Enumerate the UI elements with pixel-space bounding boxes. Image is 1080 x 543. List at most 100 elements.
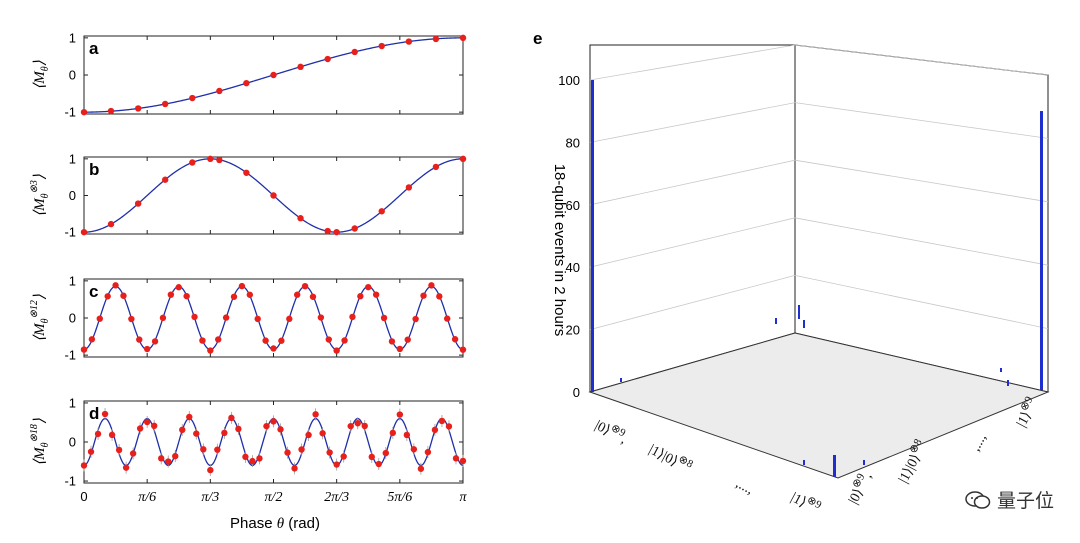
x-axis-title: Phase θ (rad) xyxy=(230,515,320,532)
left-wall-gridline xyxy=(589,217,796,268)
data-point xyxy=(107,220,115,228)
data-point xyxy=(167,291,175,298)
data-point xyxy=(396,411,404,418)
data-point xyxy=(136,336,143,343)
bar-small xyxy=(775,318,777,324)
data-point xyxy=(216,156,223,164)
data-point xyxy=(243,79,250,87)
bar-|0⟩⊗18 xyxy=(591,80,594,392)
data-point xyxy=(270,71,277,79)
data-point xyxy=(277,426,284,433)
data-point xyxy=(297,215,304,222)
y-tick-label: 1 xyxy=(69,395,76,410)
data-point xyxy=(278,337,285,344)
y-tick-label: -1 xyxy=(64,474,76,489)
data-point xyxy=(351,225,358,232)
bar-small xyxy=(833,455,836,477)
left-wall-gridline xyxy=(589,102,796,143)
data-point xyxy=(88,336,96,343)
data-point xyxy=(120,292,127,299)
data-point xyxy=(104,293,111,300)
data-point xyxy=(207,466,214,474)
y-tick-label: 1 xyxy=(69,151,76,166)
front-axis-label-1: |0⟩⊗9, xyxy=(592,415,630,447)
panel-c-ylabel: ⟨Mθ⊗12⟩ xyxy=(29,294,51,342)
data-point xyxy=(428,282,435,289)
data-point xyxy=(172,452,179,460)
z-tick-label: 0 xyxy=(573,385,580,400)
data-point xyxy=(451,336,459,343)
data-point xyxy=(340,453,347,460)
data-point xyxy=(270,418,277,425)
data-point xyxy=(222,314,230,321)
bar-small xyxy=(1000,368,1002,372)
left-wall-gridline xyxy=(589,159,796,206)
data-point xyxy=(200,446,207,453)
data-point xyxy=(207,347,214,354)
watermark-text: 量子位 xyxy=(996,490,1054,512)
panel-c-letter: c xyxy=(89,282,98,301)
panel-d-frame xyxy=(83,400,464,484)
data-point xyxy=(80,462,88,469)
data-point xyxy=(158,455,165,462)
y-tick-label: 0 xyxy=(69,311,76,326)
data-point xyxy=(378,208,385,215)
data-point xyxy=(189,159,196,166)
data-point xyxy=(199,337,206,344)
x-tick-label: π/2 xyxy=(265,490,283,505)
data-point xyxy=(129,450,137,457)
panel-e-3d-histogram: e 0 20 40 60 80 100 18-qubit events in 2 hour… xyxy=(533,29,1050,518)
data-point xyxy=(221,429,228,437)
data-point xyxy=(459,346,467,353)
data-point xyxy=(143,345,151,353)
data-point xyxy=(101,410,109,418)
data-point xyxy=(286,315,293,323)
bar-small xyxy=(803,320,805,328)
data-point xyxy=(347,422,354,430)
right-wall-gridline xyxy=(794,102,1049,139)
data-point xyxy=(459,457,467,465)
data-point xyxy=(452,455,460,462)
phase-panels: -101a⟨Mθ⟩-101b⟨Mθ⊗3⟩-101c⟨Mθ⊗12⟩-101d⟨Mθ… xyxy=(29,30,467,505)
data-point xyxy=(372,291,380,298)
data-point xyxy=(216,87,223,95)
data-point xyxy=(417,465,425,472)
y-tick-label: 0 xyxy=(69,435,76,450)
data-point xyxy=(80,108,88,116)
data-point xyxy=(380,314,388,322)
right-wall-gridline xyxy=(794,275,1049,329)
x-tick-label: π xyxy=(459,490,467,505)
front-axis-label-4: |1⟩⊗9 xyxy=(788,487,824,518)
data-point xyxy=(270,345,277,352)
bar-|1⟩⊗18 xyxy=(1040,111,1043,390)
data-point xyxy=(242,453,249,461)
panel-b: -1 0 1b ⟨Mθ⊗3⟩ xyxy=(29,151,467,240)
wall-gridlines xyxy=(589,44,1049,330)
panel-d-ylabel: ⟨Mθ⊗18⟩ xyxy=(29,418,51,466)
z-axis-ticks: 0 20 40 60 80 100 xyxy=(558,73,580,400)
data-point xyxy=(136,425,144,432)
data-point xyxy=(186,413,193,421)
y-tick-label: -1 xyxy=(64,225,76,240)
panel-a-ylabel: ⟨Mθ⟩ xyxy=(32,60,51,89)
data-point xyxy=(228,414,235,422)
data-point xyxy=(444,315,451,322)
data-point xyxy=(324,55,331,63)
panel-b-ylabel: ⟨Mθ⊗3⟩ xyxy=(29,174,51,217)
data-point xyxy=(312,411,319,418)
data-point xyxy=(80,228,88,236)
data-point xyxy=(108,431,116,439)
data-point xyxy=(389,429,397,437)
data-point xyxy=(284,449,291,456)
data-point xyxy=(459,34,467,42)
data-point xyxy=(230,293,238,300)
data-point xyxy=(351,48,358,56)
data-point xyxy=(341,337,348,344)
data-point xyxy=(263,422,270,430)
wechat-icon xyxy=(965,490,991,509)
data-point xyxy=(291,465,298,472)
data-point xyxy=(432,35,440,43)
data-point xyxy=(405,184,413,191)
data-point xyxy=(150,422,158,430)
panel-a: -1 0 1a ⟨Mθ⟩ xyxy=(32,30,467,120)
